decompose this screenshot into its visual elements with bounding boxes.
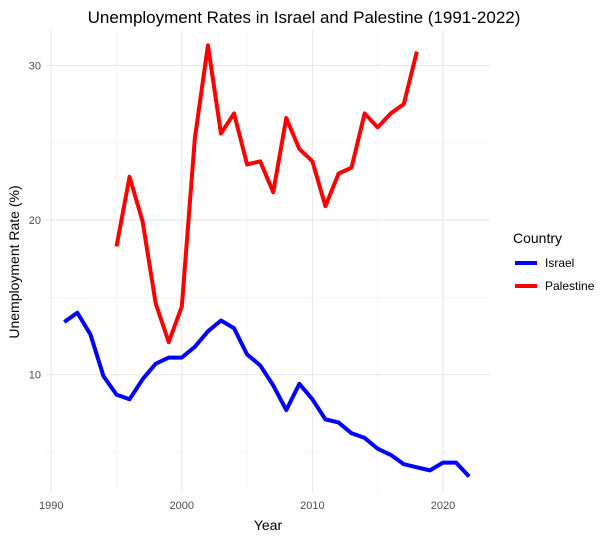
legend-label-palestine: Palestine: [545, 279, 595, 293]
y-axis-label: Unemployment Rate (%): [6, 185, 22, 338]
x-axis-label: Year: [254, 517, 283, 533]
y-tick-label: 10: [29, 370, 41, 382]
axis-ticks: 1990 2000 2010 2020 10 20 30: [29, 61, 455, 512]
legend-label-israel: Israel: [545, 256, 574, 270]
x-tick-label: 1990: [39, 500, 63, 512]
x-tick-label: 2010: [300, 500, 324, 512]
grid: [46, 30, 490, 492]
legend-title: Country: [513, 230, 562, 246]
series-line-israel: [63, 310, 471, 478]
y-tick-label: 30: [29, 61, 41, 73]
y-tick-label: 20: [29, 215, 41, 227]
chart-title: Unemployment Rates in Israel and Palesti…: [88, 8, 521, 27]
series-lines: [63, 43, 471, 478]
x-tick-label: 2000: [170, 500, 194, 512]
series-line-palestine: [114, 43, 419, 345]
x-tick-label: 2020: [431, 500, 455, 512]
legend: Country Israel Palestine: [513, 230, 595, 293]
